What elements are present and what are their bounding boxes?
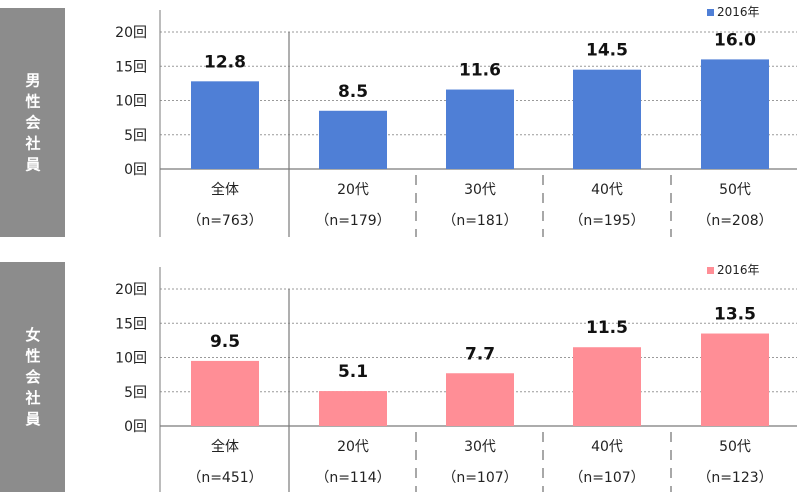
y-tick-label: 20回	[115, 282, 147, 298]
y-tick-label: 5回	[124, 128, 147, 144]
legend-swatch	[707, 9, 714, 16]
category-label: 40代	[591, 182, 623, 198]
data-label: 7.7	[465, 344, 495, 364]
side-label-char: 女	[25, 326, 40, 344]
category-label: 40代	[591, 439, 623, 455]
sample-count-label: （n=208）	[697, 213, 772, 229]
legend-swatch	[707, 267, 714, 274]
bar	[701, 333, 769, 426]
sample-count-label: （n=123）	[697, 470, 772, 486]
data-label: 14.5	[586, 41, 628, 61]
bar	[701, 59, 769, 169]
y-tick-label: 15回	[115, 316, 147, 332]
bar	[191, 360, 259, 426]
y-tick-label: 0回	[124, 419, 147, 435]
category-label: 20代	[337, 182, 369, 198]
side-label-block	[0, 8, 65, 237]
sample-count-label: （n=763）	[187, 213, 262, 229]
side-label-char: 社	[24, 389, 40, 407]
y-tick-label: 20回	[115, 25, 147, 41]
data-label: 11.6	[459, 61, 501, 81]
y-tick-label: 10回	[115, 94, 147, 110]
side-label-block	[0, 262, 65, 492]
category-label: 50代	[719, 439, 751, 455]
side-label-char: 会	[25, 368, 40, 386]
side-label-char: 男	[25, 72, 40, 90]
category-label: 全体	[211, 438, 239, 455]
data-label: 9.5	[210, 332, 240, 352]
sample-count-label: （n=107）	[442, 470, 517, 486]
y-tick-label: 0回	[124, 162, 147, 178]
data-label: 16.0	[714, 30, 756, 50]
y-tick-label: 10回	[115, 351, 147, 367]
data-label: 8.5	[338, 82, 368, 102]
data-label: 12.8	[204, 52, 246, 72]
side-label-char: 社	[24, 135, 40, 153]
bar	[573, 347, 641, 426]
y-tick-label: 5回	[124, 385, 147, 401]
category-label: 30代	[464, 439, 496, 455]
data-label: 13.5	[714, 305, 756, 325]
bar	[446, 373, 514, 426]
bar	[446, 89, 514, 169]
sample-count-label: （n=107）	[569, 470, 644, 486]
bar	[319, 110, 387, 169]
side-label-char: 性	[25, 93, 40, 111]
category-label: 20代	[337, 439, 369, 455]
bar	[319, 391, 387, 426]
sample-count-label: （n=179）	[315, 213, 390, 229]
side-label-char: 員	[24, 156, 40, 174]
data-label: 11.5	[586, 318, 628, 338]
legend-label: 2016年	[717, 5, 760, 19]
category-label: 50代	[719, 182, 751, 198]
legend-label: 2016年	[717, 263, 760, 277]
side-label-char: 員	[24, 410, 40, 428]
side-label-char: 会	[25, 114, 40, 132]
bar	[191, 81, 259, 169]
sample-count-label: （n=451）	[187, 470, 262, 486]
sample-count-label: （n=181）	[442, 213, 517, 229]
side-label-char: 性	[25, 347, 40, 365]
sample-count-label: （n=114）	[315, 470, 390, 486]
data-label: 5.1	[338, 362, 368, 382]
bar	[573, 69, 641, 169]
category-label: 30代	[464, 182, 496, 198]
sample-count-label: （n=195）	[569, 213, 644, 229]
category-label: 全体	[211, 181, 239, 198]
y-tick-label: 15回	[115, 59, 147, 75]
